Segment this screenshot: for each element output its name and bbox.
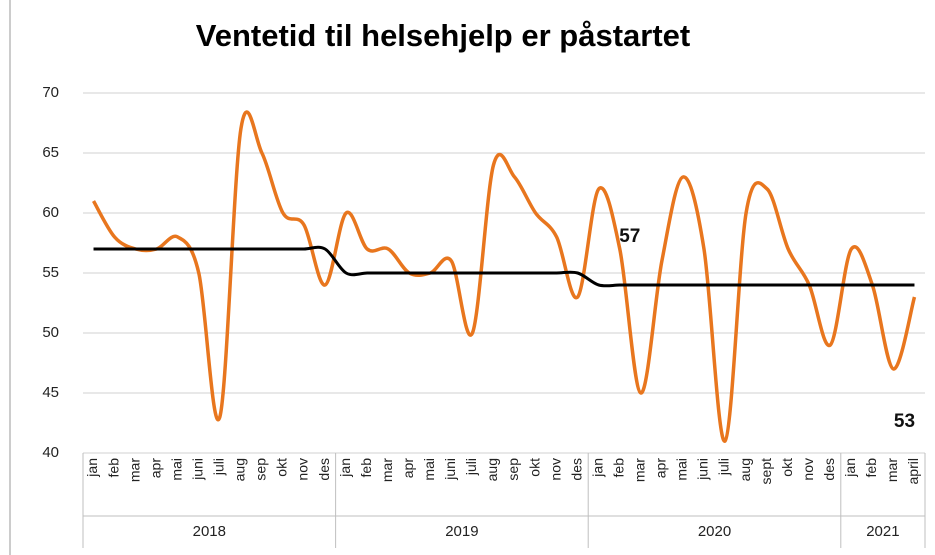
x-tick-label: feb: [863, 458, 879, 478]
x-tick-label: jan: [84, 458, 100, 478]
chart-title: Ventetid til helsehjelp er påstartet: [196, 18, 690, 53]
x-tick-label: apr: [400, 458, 416, 479]
x-tick-label: jan: [589, 458, 605, 478]
x-tick-label: mar: [884, 458, 900, 482]
x-tick-label: juni: [189, 458, 205, 481]
y-tick-label: 45: [42, 384, 59, 401]
x-tick-label: okt: [526, 458, 542, 477]
group-label: 2019: [445, 523, 478, 540]
data-label: 57: [619, 226, 640, 247]
x-tick-label: nov: [800, 458, 816, 481]
y-tick-label: 55: [42, 264, 59, 281]
y-tick-label: 60: [42, 204, 59, 221]
y-tick-label: 70: [42, 84, 59, 101]
x-tick-label: feb: [610, 458, 626, 478]
x-tick-label: okt: [779, 458, 795, 477]
x-tick-label: apr: [653, 458, 669, 479]
x-tick-label: sept: [758, 458, 774, 485]
x-tick-label: juni: [695, 458, 711, 481]
x-tick-label: mar: [632, 458, 648, 482]
x-tick-label: des: [568, 458, 584, 481]
series-line: [92, 110, 917, 443]
series-line: [93, 245, 915, 288]
x-tick-label: aug: [484, 458, 500, 481]
group-label: 2021: [866, 523, 899, 540]
x-tick-label: mai: [168, 458, 184, 481]
x-tick-label: feb: [358, 458, 374, 478]
x-tick-label: sep: [505, 458, 521, 481]
x-tick-label: juli: [211, 458, 227, 476]
x-tick-label: aug: [232, 458, 248, 481]
group-label: 2020: [698, 523, 731, 540]
x-tick-label: mar: [379, 458, 395, 482]
x-tick-label: mai: [421, 458, 437, 481]
x-tick-label: jan: [337, 458, 353, 478]
x-tick-label: nov: [547, 458, 563, 481]
x-tick-label: apr: [147, 458, 163, 479]
y-tick-label: 50: [42, 324, 59, 341]
y-tick-label: 40: [42, 444, 59, 461]
data-label: 53: [894, 411, 915, 432]
x-tick-label: nov: [295, 458, 311, 481]
y-tick-label: 65: [42, 144, 59, 161]
x-tick-label: des: [821, 458, 837, 481]
x-tick-label: juni: [442, 458, 458, 481]
x-tick-label: mar: [126, 458, 142, 482]
x-tick-label: feb: [105, 458, 121, 478]
x-tick-label: juli: [716, 458, 732, 476]
x-tick-label: juli: [463, 458, 479, 476]
x-tick-label: des: [316, 458, 332, 481]
x-tick-label: okt: [274, 458, 290, 477]
group-label: 2018: [193, 523, 226, 540]
x-tick-label: mai: [674, 458, 690, 481]
x-tick-label: jan: [842, 458, 858, 478]
x-tick-label: april: [905, 458, 921, 484]
x-tick-label: sep: [253, 458, 269, 481]
x-tick-label: aug: [737, 458, 753, 481]
